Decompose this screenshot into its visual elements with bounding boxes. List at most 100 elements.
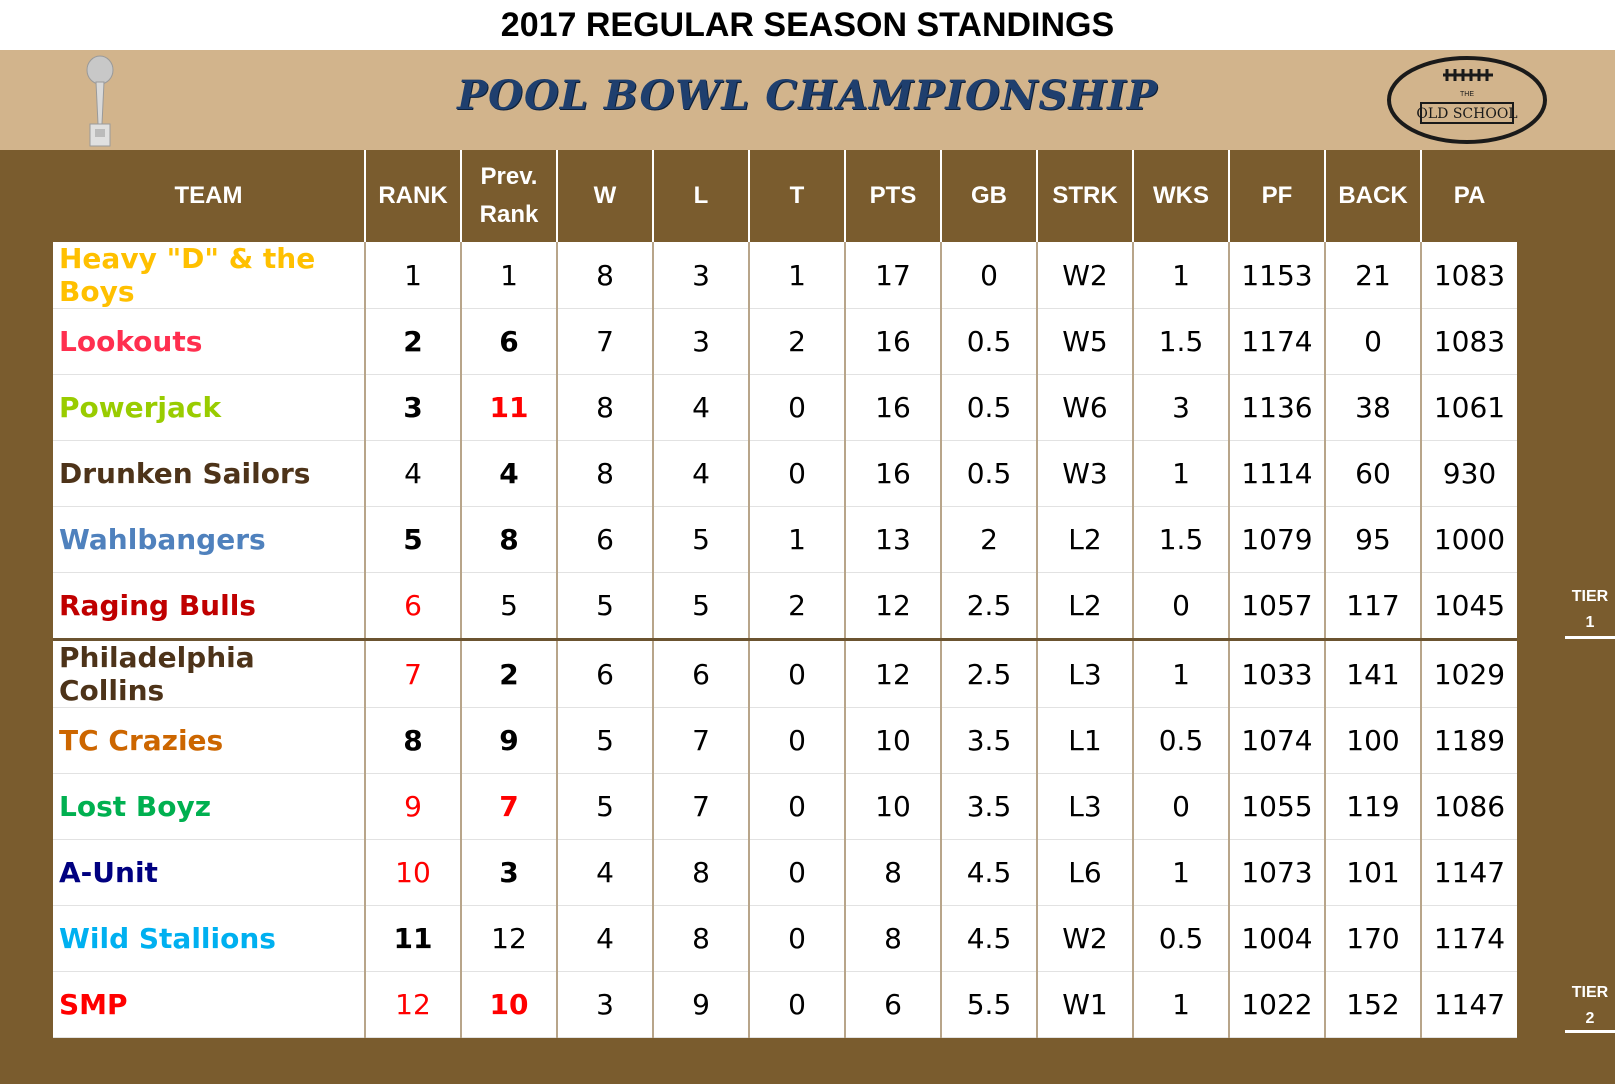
- tier-2-word: TIER: [1571, 984, 1609, 1001]
- prev-rank-cell: 8: [460, 506, 557, 573]
- w-cell: 4: [556, 905, 653, 972]
- w-cell: 4: [556, 839, 653, 906]
- pa-cell: 1083: [1420, 308, 1517, 375]
- table-row: SMP 12 10 3 9 0 6 5.5 W1 1 1022 152 1147: [53, 971, 1517, 1038]
- col-header-team: TEAM: [174, 182, 243, 209]
- table-row: Raging Bulls 6 5 5 5 2 12 2.5 L2 0 1057 117 1045: [53, 572, 1517, 641]
- logo-text: OLD SCHOOL: [1416, 106, 1517, 122]
- t-cell: 1: [748, 242, 845, 309]
- prev-rank-cell: 4: [460, 440, 557, 507]
- back-cell: 101: [1324, 839, 1421, 906]
- tier-1-number: 1: [1585, 614, 1595, 631]
- standings-table: TEAM RANK Prev. Rank W L T PTS GB STRK WKS PF BACK P…: [53, 150, 1517, 1038]
- t-cell: 0: [748, 440, 845, 507]
- strk-cell: W1: [1036, 971, 1133, 1038]
- wks-cell: 0: [1132, 572, 1229, 641]
- l-cell: 7: [652, 773, 749, 840]
- col-header-back: BACK: [1324, 150, 1421, 242]
- rank-cell: 6: [364, 572, 461, 641]
- prev-rank-cell: 9: [460, 707, 557, 774]
- back-cell: 38: [1324, 374, 1421, 441]
- rank-cell: 8: [364, 707, 461, 774]
- w-cell: 7: [556, 308, 653, 375]
- logo-small-text: THE: [1460, 91, 1474, 98]
- strk-cell: L1: [1036, 707, 1133, 774]
- l-cell: 6: [652, 639, 749, 708]
- pf-cell: 1033: [1228, 639, 1325, 708]
- wks-cell: 1.5: [1132, 308, 1229, 375]
- l-cell: 3: [652, 308, 749, 375]
- gb-cell: 2.5: [940, 572, 1037, 641]
- col-header-w: W: [556, 150, 653, 242]
- strk-cell: L6: [1036, 839, 1133, 906]
- back-cell: 95: [1324, 506, 1421, 573]
- w-cell: 8: [556, 440, 653, 507]
- t-cell: 0: [748, 839, 845, 906]
- old-school-logo: THE OLD SCHOOL: [1387, 56, 1547, 144]
- rank-cell: 12: [364, 971, 461, 1038]
- banner-title: POOL BOWL CHAMPIONSHIP: [457, 72, 1158, 119]
- rank-cell: 9: [364, 773, 461, 840]
- w-cell: 5: [556, 572, 653, 641]
- pa-cell: 1000: [1420, 506, 1517, 573]
- pa-cell: 930: [1420, 440, 1517, 507]
- table-row: Heavy "D" & the Boys 1 1 8 3 1 17 0 W2 1 1153 21 108…: [53, 242, 1517, 309]
- team-name-cell: A-Unit: [53, 839, 365, 906]
- l-cell: 5: [652, 506, 749, 573]
- pa-cell: 1086: [1420, 773, 1517, 840]
- team-name-cell: Raging Bulls: [53, 572, 365, 641]
- pa-cell: 1029: [1420, 639, 1517, 708]
- prev-rank-cell: 12: [460, 905, 557, 972]
- wks-cell: 1: [1132, 440, 1229, 507]
- wks-cell: 0.5: [1132, 707, 1229, 774]
- strk-cell: L2: [1036, 572, 1133, 641]
- trophy-icon: [86, 55, 114, 147]
- tier-1-label: TIER 1: [1565, 584, 1615, 636]
- tier-1-divider: [1565, 636, 1615, 639]
- l-cell: 7: [652, 707, 749, 774]
- col-header-pa: PA: [1420, 150, 1517, 242]
- back-cell: 117: [1324, 572, 1421, 641]
- table-row: A-Unit 10 3 4 8 0 8 4.5 L6 1 1073 101 1147: [53, 839, 1517, 906]
- pts-cell: 16: [844, 374, 941, 441]
- pf-cell: 1136: [1228, 374, 1325, 441]
- strk-cell: L3: [1036, 773, 1133, 840]
- gb-cell: 0.5: [940, 440, 1037, 507]
- col-header-rank: RANK: [364, 150, 461, 242]
- strk-cell: W6: [1036, 374, 1133, 441]
- col-header-prev-rank: Prev. Rank: [460, 150, 557, 242]
- team-name-cell: Wild Stallions: [53, 905, 365, 972]
- l-cell: 8: [652, 839, 749, 906]
- rank-cell: 11: [364, 905, 461, 972]
- t-cell: 2: [748, 572, 845, 641]
- pts-cell: 16: [844, 308, 941, 375]
- gb-cell: 0: [940, 242, 1037, 309]
- pts-cell: 8: [844, 839, 941, 906]
- tier-2-divider: [1565, 1030, 1615, 1033]
- team-name-cell: Philadelphia Collins: [53, 639, 365, 708]
- pf-cell: 1153: [1228, 242, 1325, 309]
- rank-cell: 1: [364, 242, 461, 309]
- w-cell: 5: [556, 773, 653, 840]
- wks-cell: 3: [1132, 374, 1229, 441]
- back-cell: 141: [1324, 639, 1421, 708]
- strk-cell: L2: [1036, 506, 1133, 573]
- tier-1-word: TIER: [1571, 588, 1609, 605]
- back-cell: 0: [1324, 308, 1421, 375]
- table-row: Lookouts 2 6 7 3 2 16 0.5 W5 1.5 1174 0 1083: [53, 308, 1517, 375]
- l-cell: 8: [652, 905, 749, 972]
- gb-cell: 2.5: [940, 639, 1037, 708]
- team-name-cell: Drunken Sailors: [53, 440, 365, 507]
- back-cell: 21: [1324, 242, 1421, 309]
- strk-cell: W2: [1036, 905, 1133, 972]
- w-cell: 3: [556, 971, 653, 1038]
- gb-cell: 3.5: [940, 707, 1037, 774]
- rank-cell: 3: [364, 374, 461, 441]
- team-name-cell: Heavy "D" & the Boys: [53, 242, 365, 309]
- rank-cell: 5: [364, 506, 461, 573]
- pts-cell: 6: [844, 971, 941, 1038]
- team-name-cell: Wahlbangers: [53, 506, 365, 573]
- t-cell: 2: [748, 308, 845, 375]
- t-cell: 0: [748, 905, 845, 972]
